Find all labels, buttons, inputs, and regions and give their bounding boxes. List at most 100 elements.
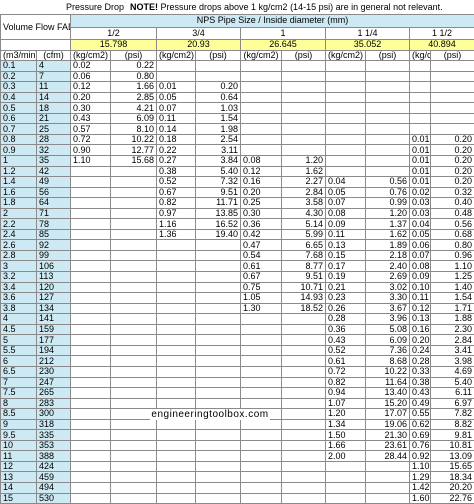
pressure-cell — [71, 272, 111, 283]
pressure-cell — [157, 356, 196, 367]
unit-kgcm2: (kg/cm2) — [241, 50, 282, 61]
pressure-cell — [326, 61, 366, 72]
pressure-cell: 22.76 — [431, 493, 474, 504]
pressure-cell: 4.21 — [111, 103, 157, 114]
pressure-cell: 0.25 — [241, 198, 282, 209]
pressure-cell: 0.20 — [431, 177, 474, 188]
pressure-cell: 0.64 — [196, 92, 241, 103]
flow-cfm-cell: 459 — [37, 472, 71, 483]
pressure-cell — [111, 250, 157, 261]
pressure-cell — [196, 451, 241, 462]
pressure-cell: 1.60 — [410, 493, 431, 504]
pressure-cell — [431, 61, 474, 72]
pressure-cell — [196, 314, 241, 325]
pressure-cell — [111, 356, 157, 367]
pressure-cell — [71, 451, 111, 462]
pressure-cell: 0.32 — [431, 187, 474, 198]
pressure-cell — [410, 92, 431, 103]
flow-cfm-cell: 28 — [37, 134, 71, 145]
pressure-cell — [71, 377, 111, 388]
pressure-cell: 1.34 — [326, 419, 366, 430]
pressure-cell — [326, 156, 366, 167]
pressure-cell — [196, 388, 241, 399]
pressure-cell — [71, 430, 111, 441]
note-text: NOTE! Pressure drops above 1 kg/cm2 (14-… — [130, 0, 443, 15]
pressure-cell: 2.84 — [282, 187, 326, 198]
pressure-cell: 0.49 — [410, 398, 431, 409]
pressure-cell — [366, 71, 410, 82]
pressure-cell: 0.13 — [410, 314, 431, 325]
pressure-cell — [71, 314, 111, 325]
pressure-cell — [366, 482, 410, 493]
flow-cfm-cell: 388 — [37, 451, 71, 462]
pressure-cell — [157, 293, 196, 304]
pressure-cell: 0.55 — [410, 409, 431, 420]
pressure-cell: 0.94 — [326, 388, 366, 399]
pressure-cell — [111, 451, 157, 462]
flow-m3min-cell: 2.8 — [1, 250, 37, 261]
pressure-cell — [282, 82, 326, 93]
pressure-cell: 1.50 — [326, 430, 366, 441]
unit-psi: (psi) — [366, 50, 410, 61]
pressure-cell: 1.98 — [196, 124, 241, 135]
pressure-cell — [157, 314, 196, 325]
pressure-cell: 0.82 — [157, 198, 196, 209]
pressure-cell: 1.88 — [431, 314, 474, 325]
pressure-cell: 0.48 — [431, 208, 474, 219]
pressure-cell: 1.37 — [366, 219, 410, 230]
pressure-cell: 10.81 — [431, 440, 474, 451]
pressure-cell: 5.08 — [366, 324, 410, 335]
pressure-cell: 0.30 — [71, 103, 111, 114]
flow-cfm-cell: 21 — [37, 113, 71, 124]
pressure-cell — [157, 250, 196, 261]
pressure-cell — [326, 145, 366, 156]
flow-m3min-cell: 0.9 — [1, 145, 37, 156]
pressure-cell: 3.67 — [366, 303, 410, 314]
pressure-cell — [157, 71, 196, 82]
flow-cfm-cell: 42 — [37, 166, 71, 177]
pressure-cell — [282, 419, 326, 430]
pressure-cell — [196, 345, 241, 356]
flow-m3min-cell: 2.2 — [1, 219, 37, 230]
pressure-cell — [157, 482, 196, 493]
pressure-cell: 0.47 — [241, 240, 282, 251]
pressure-cell: 0.61 — [241, 261, 282, 272]
pressure-cell — [111, 461, 157, 472]
pressure-cell: 0.01 — [410, 145, 431, 156]
flow-m3min-cell: 0.5 — [1, 103, 37, 114]
pressure-cell: 13.09 — [431, 451, 474, 462]
pressure-cell: 1.54 — [196, 113, 241, 124]
unit-psi: (psi) — [282, 50, 326, 61]
pressure-cell: 15.68 — [111, 156, 157, 167]
pressure-cell: 0.04 — [410, 219, 431, 230]
pressure-cell — [241, 398, 282, 409]
pressure-cell: 1.25 — [431, 272, 474, 283]
pressure-cell — [196, 440, 241, 451]
pressure-cell — [241, 324, 282, 335]
pressure-cell — [157, 388, 196, 399]
flow-cfm-cell: 127 — [37, 293, 71, 304]
pressure-cell — [241, 388, 282, 399]
pressure-cell — [111, 472, 157, 483]
pressure-cell: 0.08 — [326, 208, 366, 219]
pressure-cell: 0.90 — [71, 145, 111, 156]
pressure-cell: 0.54 — [241, 250, 282, 261]
pressure-cell: 6.11 — [431, 388, 474, 399]
pressure-cell: 6.97 — [431, 398, 474, 409]
pressure-cell: 2.54 — [196, 134, 241, 145]
flow-cfm-cell: 106 — [37, 261, 71, 272]
flow-m3min-cell: 10 — [1, 440, 37, 451]
flow-cfm-cell: 99 — [37, 250, 71, 261]
volume-flow-header: Volume Flow FAD — [1, 15, 71, 40]
pressure-cell: 9.81 — [431, 430, 474, 441]
pressure-cell — [196, 272, 241, 283]
pressure-cell: 0.07 — [326, 198, 366, 209]
pressure-cell: 0.27 — [157, 156, 196, 167]
pressure-cell: 0.22 — [157, 145, 196, 156]
